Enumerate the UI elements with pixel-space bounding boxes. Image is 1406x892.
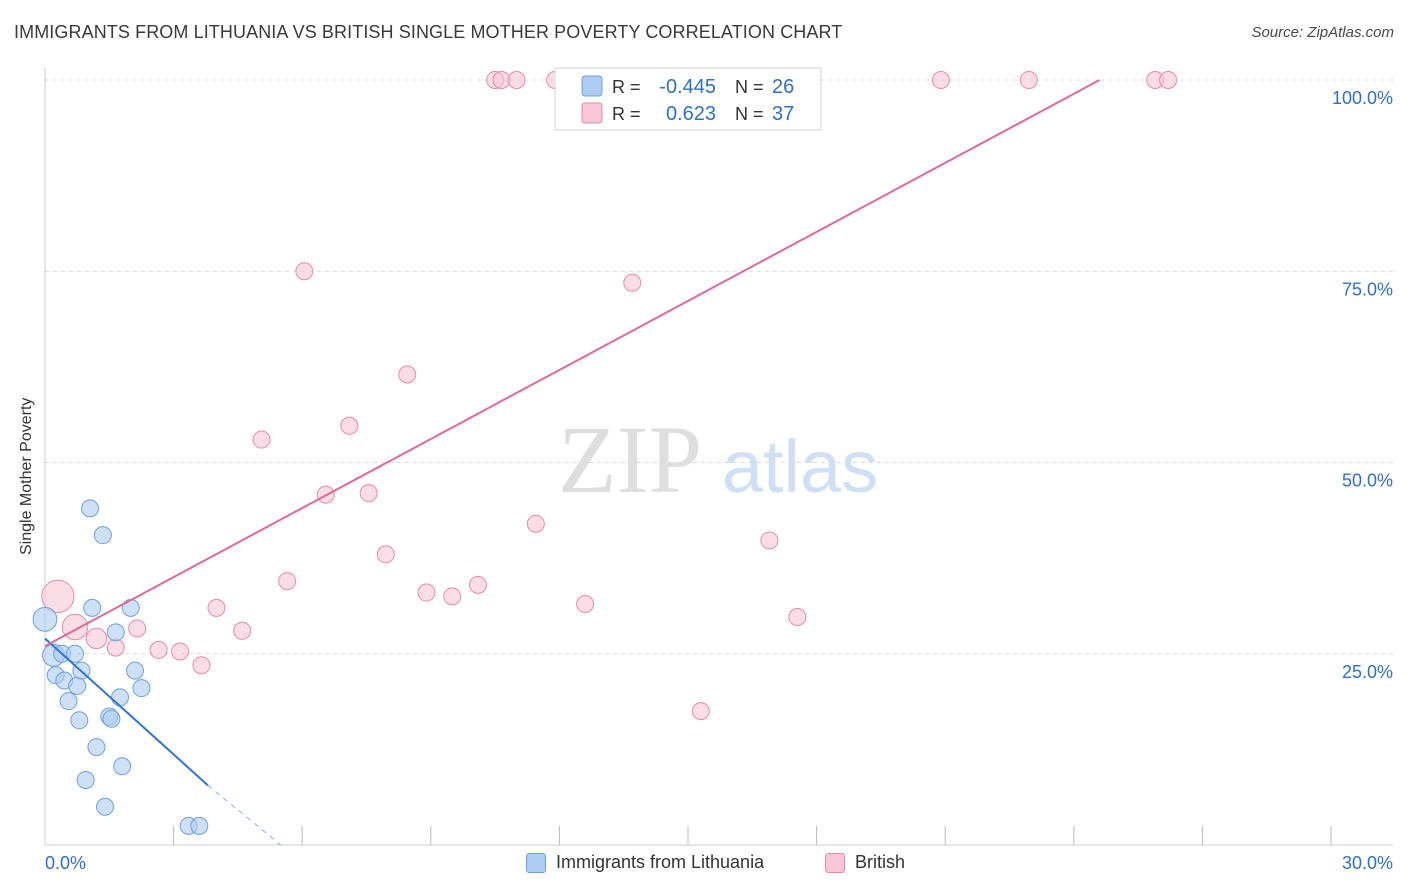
lithuania-points [32,499,209,835]
pink-point-18 [417,583,436,602]
blue-point-0 [32,606,58,632]
blue-point-15 [96,797,115,816]
pink-point-12 [295,262,314,281]
blue-point-19 [111,688,130,707]
x-tick-label-end: 30.0% [1342,853,1393,873]
watermark-atlas: atlas [722,425,878,508]
legend-r-value-1: -0.445 [659,76,716,98]
watermark-zip: ZIP [558,406,702,513]
pink-point-11 [278,572,297,591]
trend-lines [44,79,1100,846]
blue-point-5 [59,692,78,711]
pink-point-30 [691,702,710,721]
blue-trend-line [44,637,209,787]
legend-n-label-1: N = [735,77,764,97]
blue-point-20 [113,757,132,776]
blue-point-25 [190,816,209,835]
y-tick-label-3: 100.0% [1332,88,1393,108]
pink-point-14 [340,416,359,435]
blue-point-23 [132,679,151,698]
pink-point-31 [760,531,779,550]
pink-trend-line [44,79,1100,647]
blue-point-18 [106,623,125,642]
pink-point-0 [41,579,75,614]
pink-point-4 [128,619,147,638]
legend-label-lithuania: Immigrants from Lithuania [556,852,765,872]
pink-point-17 [398,365,417,384]
british-points [41,71,1178,721]
pink-point-10 [252,430,271,449]
pink-point-2 [85,627,108,650]
stats-legend: R = -0.445 N = 26 R = 0.623 N = 37 [554,67,822,131]
chart-title: IMMIGRANTS FROM LITHUANIA VS BRITISH SIN… [14,22,843,42]
blue-point-14 [93,526,112,545]
series-legend: Immigrants from Lithuania British [0,852,1406,878]
y-tick-label-1: 50.0% [1342,471,1393,491]
pink-point-22 [492,71,511,89]
blue-point-13 [87,738,106,757]
pink-point-16 [376,545,395,564]
blue-trend-extension [207,784,282,846]
pink-point-36 [1159,71,1178,89]
blue-point-10 [76,770,95,789]
pink-point-8 [207,598,226,617]
blue-point-22 [126,661,145,680]
legend-item-lithuania[interactable]: Immigrants from Lithuania [526,852,764,873]
legend-swatch-pink [825,852,845,873]
blue-point-8 [70,711,89,730]
pink-point-20 [468,575,487,594]
pink-point-32 [788,608,807,627]
legend-swatch-lithuania [581,75,603,97]
legend-n-label-2: N = [735,104,764,124]
pink-point-19 [443,587,462,606]
pink-point-34 [1019,71,1038,89]
legend-r-label-2: R = [612,104,641,124]
legend-r-label-1: R = [612,77,641,97]
y-tick-label-2: 75.0% [1342,279,1393,299]
y-tick-label-0: 25.0% [1342,662,1393,682]
legend-swatch-blue [526,852,546,873]
source-label: Source: ZipAtlas.com [1251,24,1394,41]
legend-n-value-1: 26 [772,76,794,98]
pink-point-15 [359,484,378,503]
x-tick-label-start: 0.0% [45,853,86,873]
blue-point-6 [66,644,85,663]
pink-point-9 [233,621,252,640]
legend-n-value-2: 37 [772,103,794,125]
legend-swatch-british [581,102,603,124]
axes [44,68,1393,846]
pink-point-5 [149,640,168,659]
blue-point-17 [102,709,121,728]
x-tick-labels: 0.0% 30.0% [45,853,1393,873]
pink-point-28 [623,273,642,292]
grid-lines [45,79,1393,655]
pink-point-3 [106,638,125,657]
legend-r-value-2: 0.623 [666,103,716,125]
pink-point-7 [192,656,211,675]
blue-point-21 [121,598,140,617]
pink-point-6 [171,642,190,661]
blue-point-7 [68,676,87,695]
pink-point-33 [931,71,950,89]
legend-item-british[interactable]: British [825,852,905,873]
y-tick-labels: 25.0% 50.0% 75.0% 100.0% [1332,88,1393,682]
legend-label-british: British [855,852,906,872]
pink-point-26 [576,595,595,614]
pink-point-23 [507,71,526,89]
pink-point-24 [526,514,545,533]
blue-point-12 [83,598,102,617]
blue-point-11 [81,499,100,518]
